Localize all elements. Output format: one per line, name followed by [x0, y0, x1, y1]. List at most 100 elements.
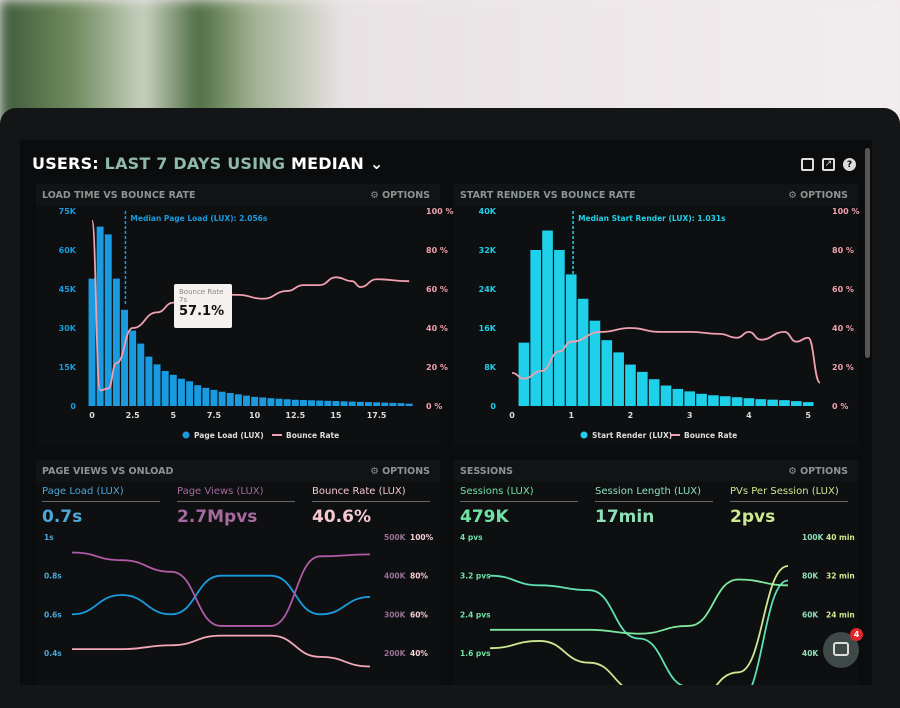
- bar: [613, 352, 624, 406]
- kpi-label: Page Views (LUX): [177, 486, 295, 502]
- y-tick-left: 0.6s: [44, 610, 62, 619]
- kpi-label: Page Load (LUX): [42, 486, 160, 502]
- bar: [161, 370, 169, 406]
- y-tick-right2: 40%: [410, 649, 428, 658]
- options-button[interactable]: ⚙ OPTIONS: [370, 190, 430, 201]
- y-tick-right: 40K: [802, 649, 819, 658]
- y-tick-left: 32K: [479, 246, 497, 255]
- kpi-0: Page Load (LUX) 0.7s: [42, 486, 160, 527]
- bar: [259, 397, 267, 406]
- chevron-down-icon[interactable]: ⌄: [369, 154, 384, 173]
- kpi-value: 2pvs: [730, 507, 776, 527]
- panel-start-render: START RENDER VS BOUNCE RATE ⚙ OPTIONS 0 8…: [454, 184, 860, 446]
- options-button[interactable]: ⚙ OPTIONS: [788, 190, 848, 201]
- panel-sessions: SESSIONS ⚙ OPTIONS Sessions (LUX) 479K Ses…: [454, 460, 858, 685]
- kpi-label: Sessions (LUX): [460, 486, 578, 502]
- help-icon[interactable]: ?: [843, 158, 856, 171]
- y-tick-left: 45K: [59, 285, 77, 294]
- bar: [332, 401, 340, 406]
- y-tick-left: 75K: [59, 207, 77, 216]
- bar: [324, 400, 332, 406]
- bar: [381, 402, 389, 406]
- kpi-value: 17min: [595, 507, 655, 527]
- y-tick-left: 30K: [59, 324, 77, 333]
- bar: [112, 278, 120, 406]
- legend-label: Bounce Rate: [684, 431, 737, 440]
- y-tick-left: 0: [490, 402, 496, 411]
- legend-label: Bounce Rate: [286, 431, 339, 440]
- kpi-value: 479K: [460, 507, 509, 527]
- y-tick-right: 20 %: [832, 363, 854, 372]
- bar: [88, 278, 96, 406]
- x-tick: 0: [89, 411, 95, 420]
- y-tick-right: 0 %: [426, 402, 442, 411]
- bar: [283, 399, 291, 406]
- bar: [577, 298, 589, 406]
- y-tick-right: 40 %: [426, 324, 448, 333]
- x-tick: 1: [568, 411, 574, 420]
- bar: [169, 374, 177, 406]
- bar: [145, 356, 153, 406]
- kpi-2: Bounce Rate (LUX) 40.6%: [312, 486, 430, 527]
- bar: [218, 391, 226, 406]
- y-tick-right: 80 %: [426, 246, 448, 255]
- y-tick-left: 8K: [484, 363, 497, 372]
- panel-title: PAGE VIEWS VS ONLOAD: [36, 460, 440, 482]
- y-tick-left: 15K: [59, 363, 77, 372]
- y-tick-right: 40 %: [832, 324, 854, 333]
- bar: [719, 396, 731, 406]
- x-tick: 2: [628, 411, 634, 420]
- chat-button[interactable]: 4: [823, 628, 863, 668]
- y-tick-left: 1.6 pvs: [460, 649, 491, 658]
- legend-label: Start Render (LUX): [592, 431, 672, 440]
- bar: [186, 381, 194, 406]
- options-button[interactable]: ⚙ OPTIONS: [788, 466, 848, 477]
- monitor-icon[interactable]: [801, 158, 814, 171]
- bar: [267, 398, 275, 406]
- bar: [226, 393, 234, 406]
- bar: [275, 398, 283, 406]
- y-tick-right2: 32 min: [826, 572, 855, 581]
- y-tick-left: 24K: [479, 285, 497, 294]
- kpi-value: 2.7Mpvs: [177, 507, 258, 527]
- bar: [340, 401, 348, 406]
- x-tick: 12.5: [285, 411, 305, 420]
- bar: [177, 378, 185, 406]
- legend-label: Page Load (LUX): [194, 431, 264, 440]
- bar: [373, 402, 381, 406]
- share-icon[interactable]: ↗: [822, 158, 835, 171]
- bar: [743, 398, 755, 406]
- x-tick: 15: [330, 411, 342, 420]
- x-tick: 7.5: [207, 411, 222, 420]
- series-line: [489, 565, 789, 685]
- notification-badge: 4: [850, 628, 863, 641]
- y-tick-right: 400K: [384, 572, 407, 581]
- panel-title: SESSIONS: [454, 460, 858, 482]
- y-tick-right2: 60%: [410, 610, 428, 619]
- series-line: [71, 551, 371, 627]
- kpi-label: Bounce Rate (LUX): [312, 486, 430, 502]
- x-tick: 17.5: [367, 411, 387, 420]
- series-line: [71, 574, 371, 616]
- options-button[interactable]: ⚙ OPTIONS: [370, 466, 430, 477]
- bar: [684, 391, 696, 406]
- y-tick-right: 20 %: [426, 363, 448, 372]
- page-title[interactable]: USERS: LAST 7 DAYS USING MEDIAN ⌄: [32, 154, 384, 173]
- bar: [779, 400, 790, 406]
- bar: [299, 400, 307, 406]
- y-tick-left: 40K: [479, 207, 497, 216]
- dashboard-screen: USERS: LAST 7 DAYS USING MEDIAN ⌄ ↗? LOA…: [20, 140, 872, 685]
- bar: [356, 401, 364, 406]
- y-tick-left: 0.8s: [44, 572, 62, 581]
- y-tick-left: 60K: [59, 246, 77, 255]
- bar: [121, 309, 128, 406]
- y-tick-right2: 40 min: [826, 533, 855, 542]
- y-tick-right2: 100%: [410, 533, 434, 542]
- bar: [308, 400, 316, 406]
- series-line: [72, 634, 371, 668]
- bar: [518, 342, 530, 406]
- scrollbar[interactable]: [865, 148, 870, 358]
- bar: [153, 364, 161, 406]
- bar: [234, 394, 242, 406]
- bar: [554, 250, 565, 406]
